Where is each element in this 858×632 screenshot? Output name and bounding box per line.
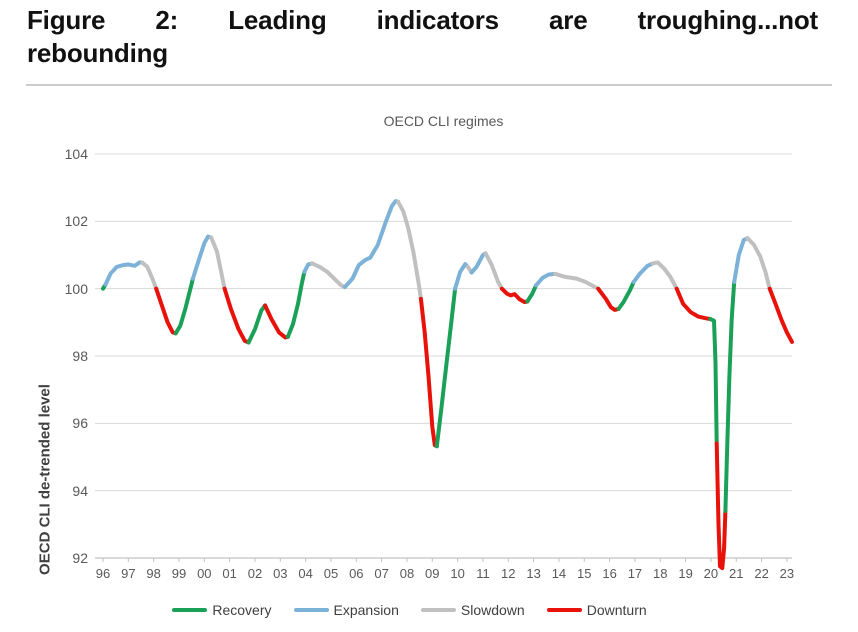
x-tick-label: 05 — [323, 566, 339, 581]
x-tick-label: 22 — [754, 566, 769, 581]
chart-title: OECD CLI regimes — [383, 113, 504, 129]
series-segment-recovery — [525, 283, 539, 304]
y-tick-label: 102 — [64, 213, 88, 230]
y-tick-label: 96 — [72, 415, 88, 432]
series-segment-expansion — [469, 251, 488, 275]
x-tick-label: 20 — [703, 566, 719, 581]
x-tick-label: 23 — [779, 566, 795, 581]
series-segment-downturn — [674, 286, 713, 321]
series-segment-expansion — [631, 261, 655, 284]
x-tick-label: 00 — [197, 566, 212, 581]
x-tick-label: 15 — [577, 566, 592, 581]
x-tick-label: 99 — [171, 566, 187, 581]
legend-label: Slowdown — [460, 602, 525, 618]
title-separator — [26, 84, 832, 86]
x-tick-label: 01 — [222, 566, 237, 581]
legend-swatch-slowdown — [420, 608, 456, 612]
legend-item-expansion: Expansion — [293, 602, 399, 618]
y-tick-label: 98 — [72, 348, 88, 364]
series-segment-expansion — [342, 199, 401, 289]
plot-canvas — [95, 153, 794, 571]
x-tick-label: 97 — [121, 566, 136, 581]
x-tick-label: 04 — [298, 566, 313, 581]
x-tick-label: 06 — [349, 566, 364, 581]
y-tick-label: 92 — [72, 550, 88, 566]
x-tick-label: 10 — [450, 566, 465, 581]
series-segment-slowdown — [396, 199, 423, 301]
series-segment-slowdown — [553, 271, 601, 291]
legend-label: Downturn — [586, 602, 647, 618]
x-tick-label: 16 — [602, 566, 617, 581]
x-tick-label: 03 — [273, 566, 288, 581]
x-tick-label: 14 — [551, 566, 567, 581]
series-segment-expansion — [453, 262, 470, 291]
series-segment-downturn — [418, 296, 439, 449]
oecd-cli-chart: OECD CLI regimes OECD CLI de-trended lev… — [0, 100, 858, 600]
series-segment-recovery — [173, 276, 195, 336]
x-tick-label: 21 — [729, 566, 744, 581]
x-tick-label: 09 — [425, 566, 440, 581]
x-tick-label: 17 — [627, 566, 643, 581]
x-tick-label: 18 — [653, 566, 668, 581]
series-segment-recovery — [616, 279, 636, 311]
figure-title-line2: rebounding — [27, 38, 168, 68]
x-tick-label: 02 — [247, 566, 263, 581]
x-tick-label: 12 — [501, 566, 516, 581]
figure-title: Figure 2: Leading indicators are troughi… — [27, 4, 818, 70]
series-segment-expansion — [732, 236, 750, 284]
series-segment-downturn — [767, 286, 794, 344]
x-tick-label: 19 — [678, 566, 693, 581]
series-segment-expansion — [103, 260, 145, 287]
series-segment-recovery — [434, 286, 458, 449]
series-segment-slowdown — [310, 261, 347, 289]
series-segment-recovery — [723, 279, 737, 513]
legend-item-recovery: Recovery — [172, 602, 272, 618]
y-tick-label: 100 — [64, 280, 88, 297]
series-segment-slowdown — [650, 260, 679, 291]
series-segment-downturn — [154, 286, 178, 336]
series-segment-expansion — [190, 234, 214, 281]
series-segment-downturn — [499, 286, 530, 305]
series-segment-downturn — [222, 286, 251, 345]
chart-legend: Recovery Expansion Slowdown Downturn — [62, 602, 757, 618]
x-tick-label: 13 — [526, 566, 541, 581]
series-segment-expansion — [534, 271, 558, 288]
legend-item-downturn: Downturn — [546, 602, 647, 618]
figure-title-line1: Figure 2: Leading indicators are troughi… — [27, 5, 818, 35]
legend-label: Recovery — [212, 602, 272, 618]
series-segment-downturn — [596, 286, 621, 312]
x-tick-label: 07 — [374, 566, 389, 581]
legend-label: Expansion — [333, 602, 399, 618]
series-segment-recovery — [285, 269, 307, 339]
series-segment-slowdown — [140, 260, 159, 291]
series-segment-slowdown — [209, 235, 227, 291]
x-tick-label: 11 — [476, 566, 490, 581]
series-segment-slowdown — [745, 236, 772, 291]
legend-swatch-expansion — [293, 608, 329, 612]
series-segment-recovery — [246, 303, 268, 345]
x-tick-label: 96 — [95, 566, 111, 581]
legend-swatch-recovery — [172, 608, 208, 612]
series-segment-recovery — [708, 317, 719, 446]
x-tick-label: 98 — [146, 566, 161, 581]
legend-item-slowdown: Slowdown — [420, 602, 525, 618]
series-segment-downturn — [714, 441, 728, 571]
y-tick-label: 104 — [64, 146, 88, 162]
legend-swatch-downturn — [546, 608, 582, 612]
series-segment-slowdown — [483, 251, 504, 291]
y-tick-label: 94 — [72, 482, 88, 499]
x-tick-label: 08 — [399, 566, 415, 581]
series-segment-downturn — [263, 303, 290, 340]
